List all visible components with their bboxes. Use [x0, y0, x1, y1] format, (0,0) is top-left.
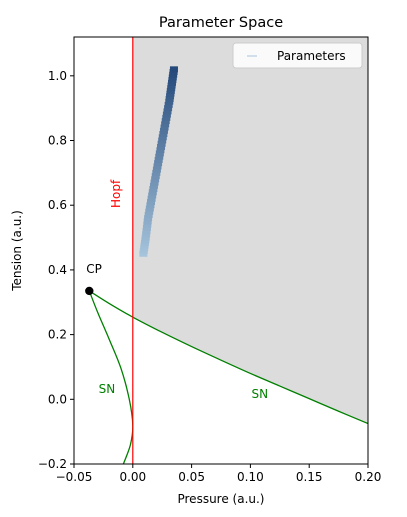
sn-label: SN	[252, 387, 269, 401]
parameter-point	[143, 218, 152, 225]
parameter-point	[163, 108, 172, 115]
y-tick-label: 0.4	[48, 263, 67, 277]
parameter-point	[156, 147, 165, 154]
parameter-point	[162, 114, 171, 121]
parameter-point	[149, 186, 158, 193]
sn-upper-branch	[88, 290, 368, 425]
x-tick-label: −0.05	[56, 470, 93, 484]
parameter-point	[141, 234, 150, 241]
x-tick-label: 0.00	[119, 470, 146, 484]
parameter-point	[146, 202, 155, 209]
parameter-point	[147, 198, 156, 205]
parameter-point	[157, 143, 166, 150]
axes-frame	[73, 36, 369, 465]
x-tick-label: 0.10	[237, 470, 264, 484]
y-tick-label: 0.2	[48, 328, 67, 342]
y-tick-label: −0.2	[38, 457, 67, 471]
x-tick-label: 0.20	[355, 470, 382, 484]
legend: Parameters	[232, 42, 363, 69]
parameter-point	[159, 127, 168, 134]
parameter-point	[147, 195, 156, 202]
parameter-point	[157, 140, 166, 147]
y-axis-label: Tension (a.u.)	[10, 210, 24, 292]
parameter-point	[149, 182, 158, 189]
parameter-point	[152, 166, 161, 173]
cusp-point-label: CP	[86, 262, 102, 276]
plot-area	[88, 37, 368, 464]
chart-title: Parameter Space	[159, 15, 283, 31]
parameter-point	[142, 224, 151, 231]
parameter-point	[145, 208, 154, 215]
legend-label: Parameters	[277, 49, 346, 63]
parameter-point	[154, 156, 163, 163]
parameter-point	[155, 153, 164, 160]
parameter-point	[142, 228, 151, 235]
hopf-label: Hopf	[109, 179, 123, 208]
parameter-point	[145, 205, 154, 212]
parameter-point	[148, 189, 157, 196]
parameter-point	[143, 221, 152, 228]
parameter-point	[153, 163, 162, 170]
parameter-point	[154, 160, 163, 167]
y-tick-label: 0.6	[48, 198, 67, 212]
parameter-point	[164, 105, 173, 112]
x-tick-label: 0.05	[178, 470, 205, 484]
parameter-point	[158, 134, 167, 141]
y-tick-label: 0.8	[48, 134, 67, 148]
parameter-point	[150, 179, 159, 186]
x-axis-label: Pressure (a.u.)	[177, 492, 264, 506]
legend-box	[232, 42, 363, 69]
parameter-point	[151, 176, 160, 183]
parameter-point	[169, 66, 178, 73]
x-tick-label: 0.15	[296, 470, 323, 484]
stable-region-shading	[132, 37, 368, 424]
y-tick-label: 1.0	[48, 69, 67, 83]
cusp-point-marker	[85, 286, 94, 296]
parameter-point	[164, 101, 173, 108]
parameter-point	[155, 150, 164, 157]
parameter-point	[151, 173, 160, 180]
parameter-point	[152, 169, 161, 176]
parameter-point	[160, 124, 169, 131]
sn-label: SN	[99, 382, 116, 396]
parameter-point	[144, 211, 153, 218]
parameter-point	[162, 111, 171, 118]
parameters-series	[139, 66, 178, 257]
parameter-point	[159, 131, 168, 138]
sn-lower-branch	[88, 290, 134, 464]
parameter-point	[142, 231, 151, 238]
parameter-point	[161, 118, 170, 125]
parameter-point	[158, 137, 167, 144]
parameter-point	[161, 121, 170, 128]
parameter-point	[144, 215, 153, 222]
parameter-point	[148, 192, 157, 199]
y-tick-label: 0.0	[48, 392, 67, 406]
